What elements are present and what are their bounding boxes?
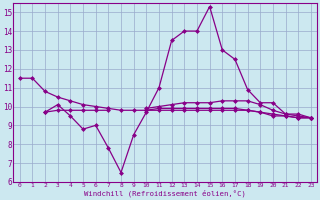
X-axis label: Windchill (Refroidissement éolien,°C): Windchill (Refroidissement éolien,°C) [84,190,246,197]
